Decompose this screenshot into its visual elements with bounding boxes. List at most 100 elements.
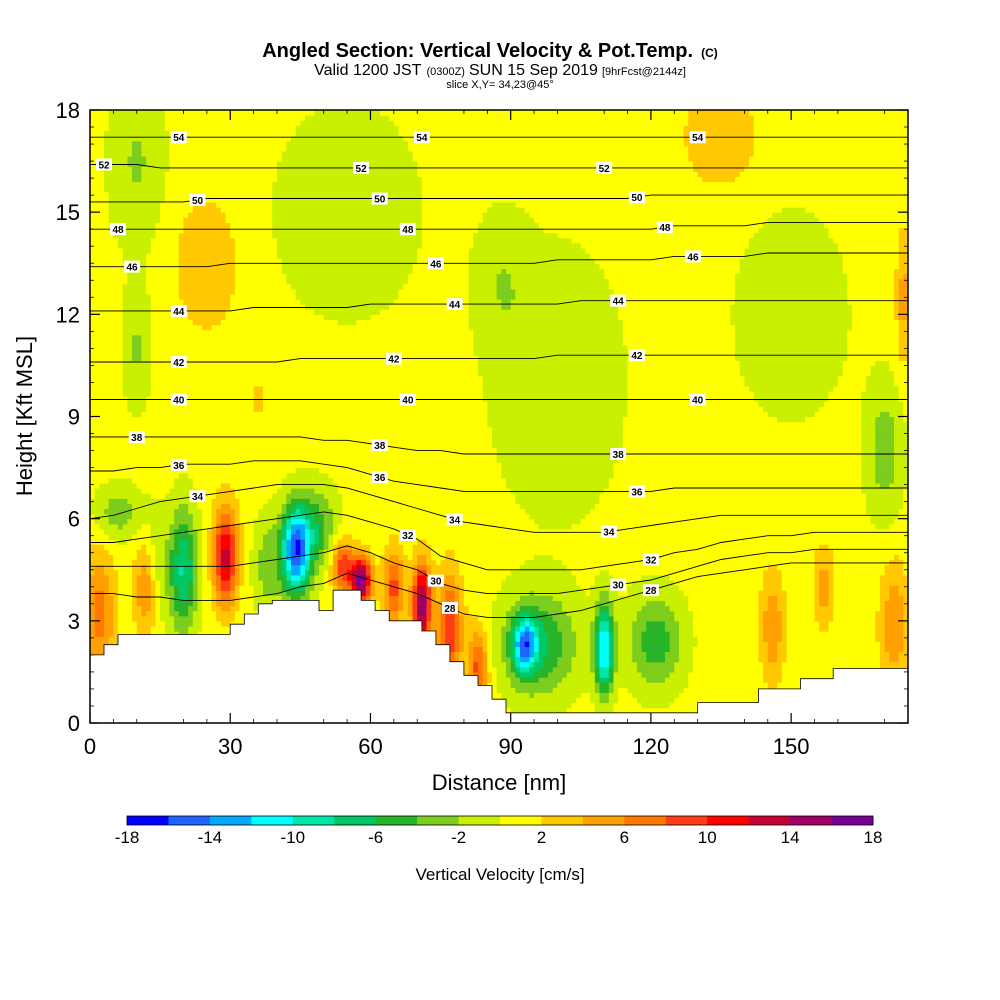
heatmap-cell [183,155,189,162]
heatmap-cell [262,559,269,566]
heatmap-cell [127,278,133,285]
heatmap-cell [258,579,264,586]
heatmap-cell [206,605,213,612]
heatmap-cell [150,493,157,499]
heatmap-cell [122,125,128,132]
heatmap-cell [141,390,147,397]
heatmap-cell [220,293,227,300]
heatmap-cell [258,462,264,469]
heatmap-cell [136,207,143,213]
heatmap-cell [258,339,264,346]
heatmap-cell [118,309,124,315]
heatmap-cell [188,477,194,484]
heatmap-cell [276,145,283,152]
heatmap-cell [94,559,100,566]
heatmap-cell [197,574,203,581]
heatmap-cell [262,462,269,469]
heatmap-cell [146,574,152,581]
heatmap-cell [206,324,213,331]
heatmap-cell [262,125,269,132]
heatmap-cell [155,140,161,147]
heatmap-cell [127,396,133,402]
heatmap-cell [192,401,199,407]
heatmap-cell [94,503,100,510]
heatmap-cell [258,390,264,397]
heatmap-cell [90,605,96,612]
heatmap-cell [99,258,105,264]
heatmap-cell [234,513,241,520]
heatmap-cell [169,595,175,601]
heatmap-cell [197,120,203,126]
heatmap-cell [141,125,147,132]
heatmap-cell [122,416,128,423]
heatmap-cell [169,488,175,494]
heatmap-cell [94,406,100,412]
heatmap-cell [234,411,241,418]
heatmap-cell [150,625,157,632]
chart-subtitle: Valid 1200 JST (0300Z) SUN 15 Sep 2019 [9hr… [314,62,686,79]
heatmap-cell [150,385,157,392]
heatmap-cell [132,600,138,607]
heatmap-cell [272,564,278,571]
heatmap-cell [206,278,213,285]
heatmap-cell [281,533,287,540]
heatmap-cell [104,528,110,535]
heatmap-cell [104,493,110,499]
heatmap-cell [192,564,199,571]
heatmap-cell [164,605,171,612]
heatmap-cell [225,442,231,448]
heatmap-cell [122,442,128,448]
heatmap-cell [216,625,222,632]
heatmap-cell [94,533,100,540]
heatmap-cell [155,273,161,280]
heatmap-cell [202,411,208,418]
heatmap-cell [202,421,208,428]
heatmap-cell [272,350,278,356]
heatmap-cell [108,554,114,561]
heatmap-cell [150,319,157,326]
heatmap-cell [225,191,231,198]
heatmap-cell [244,191,250,198]
heatmap-cell [174,554,180,561]
heatmap-cell [267,201,273,208]
heatmap-cell [141,365,147,372]
heatmap-cell [216,115,222,121]
heatmap-cell [118,447,124,453]
heatmap-cell [94,436,100,443]
heatmap-cell [253,421,259,428]
heatmap-cell [104,181,110,188]
heatmap-cell [216,396,222,402]
heatmap-cell [230,350,236,356]
heatmap-cell [248,385,255,392]
heatmap-cell [164,539,171,545]
heatmap-cell [160,421,166,428]
heatmap-cell [220,222,227,229]
heatmap-cell [211,600,217,607]
heatmap-cell [150,365,157,372]
heatmap-cell [169,559,175,566]
heatmap-cell [281,406,287,412]
heatmap-cell [183,171,189,178]
heatmap-cell [113,564,119,571]
heatmap-cell [174,293,180,300]
heatmap-cell [146,482,152,489]
heatmap-cell [164,488,171,494]
heatmap-cell [104,125,110,132]
heatmap-cell [99,467,105,474]
heatmap-cell [192,247,199,254]
heatmap-cell [160,528,166,535]
heatmap-cell [230,513,236,520]
heatmap-cell [202,155,208,162]
heatmap-cell [155,447,161,453]
heatmap-cell [239,396,245,402]
heatmap-cell [127,406,133,412]
heatmap-cell [178,615,185,622]
heatmap-cell [155,350,161,356]
heatmap-cell [160,585,166,591]
heatmap-cell [141,401,147,407]
heatmap-cell [234,293,241,300]
heatmap-cell [164,631,171,637]
heatmap-cell [160,380,166,387]
heatmap-cell [281,498,287,504]
heatmap-cell [281,554,287,561]
